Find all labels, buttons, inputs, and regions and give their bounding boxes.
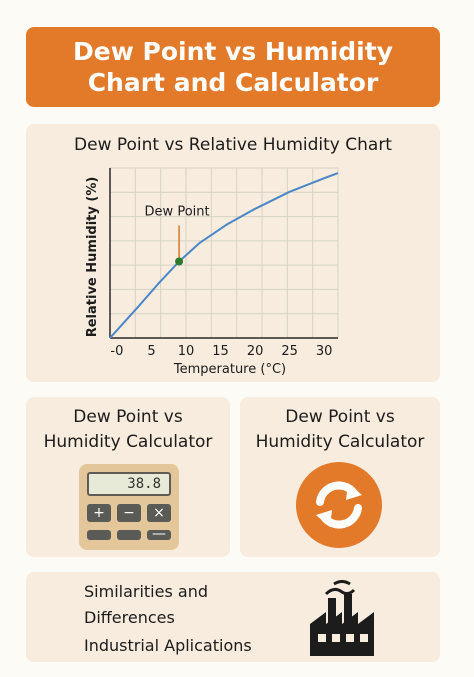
calculator-key-plus: +	[87, 504, 111, 522]
similarities-label: Similarities and	[84, 582, 208, 601]
chart-card: Dew Point vs Relative Humidity Chart	[26, 124, 440, 382]
calculator-card-right-heading-line1: Dew Point vs	[285, 407, 395, 427]
refresh-arrows-icon	[316, 481, 362, 529]
x-tick-label: 30	[316, 344, 333, 359]
x-tick-label: -0	[110, 344, 123, 359]
page-title-banner: Dew Point vs Humidity Chart and Calculat…	[26, 27, 440, 107]
y-axis-label: Relative Humidity (%)	[85, 177, 100, 338]
differences-label: Differences	[84, 608, 175, 627]
dew-point-annotation-label: Dew Point	[145, 205, 210, 220]
calculator-key-blank-2	[117, 530, 141, 540]
page-title-line2: Chart and Calculator	[87, 68, 379, 97]
x-tick-label: 20	[247, 344, 264, 359]
chart-title: Dew Point vs Relative Humidity Chart	[74, 135, 392, 155]
refresh-icon[interactable]	[296, 462, 382, 548]
x-tick-label: 10	[178, 344, 195, 359]
calculator-card-left-heading-line2: Humidity Calculator	[43, 432, 213, 452]
calculator-icon: 38.8 + − × —	[79, 464, 179, 550]
calculator-card-left-heading: Dew Point vs Humidity Calculator	[26, 405, 230, 455]
x-tick-label: 25	[281, 344, 298, 359]
industrial-applications-label: Industrial Aplications	[84, 636, 252, 655]
calculator-key-minus: −	[117, 504, 141, 522]
calculator-card-right-heading: Dew Point vs Humidity Calculator	[240, 405, 440, 455]
page-title-line1: Dew Point vs Humidity	[73, 37, 393, 66]
calculator-key-blank-1	[87, 530, 111, 540]
dew-point-marker	[175, 257, 184, 266]
calculator-key-dash: —	[147, 527, 171, 541]
x-tick-label: 5	[147, 344, 155, 359]
factory-icon	[310, 580, 374, 656]
calculator-key-multiply: ×	[147, 504, 171, 522]
dew-point-curve	[109, 172, 339, 339]
calculator-card-right-heading-line2: Humidity Calculator	[255, 432, 425, 452]
x-tick-label: 15	[212, 344, 229, 359]
x-axis-label: Temperature (°C)	[173, 362, 286, 377]
calculator-card-left-heading-line1: Dew Point vs	[73, 407, 183, 427]
dew-point-chart: -0 5 10 15 20 25 30 Temperature (°C) Relative Hu…	[85, 167, 339, 377]
calculator-display: 38.8	[87, 472, 171, 496]
